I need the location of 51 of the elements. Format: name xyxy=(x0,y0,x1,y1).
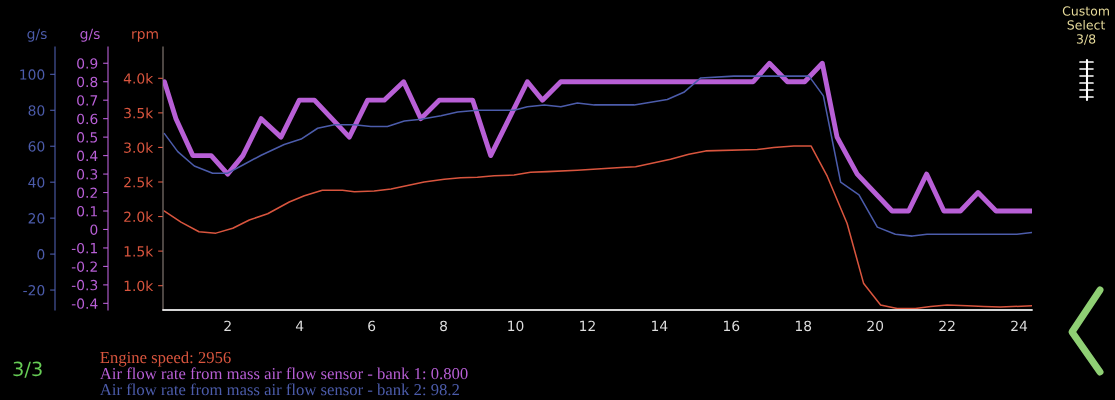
x-tick-label: 12 xyxy=(580,320,595,331)
y2-tick-label: -0.2 xyxy=(71,261,97,272)
y2-tick-label: 0.8 xyxy=(77,76,98,88)
y2-tick-label: 0 xyxy=(90,224,98,235)
y3-tick-label: 100 xyxy=(20,69,45,80)
x-tick-label: 24 xyxy=(1011,320,1028,331)
x-tick-label: 6 xyxy=(368,320,376,332)
text: Engine speed: 2956 xyxy=(100,351,231,367)
y3-tick-label: 20 xyxy=(28,213,45,224)
y3-tick-label: -20 xyxy=(23,285,45,296)
line-series xyxy=(163,75,1032,237)
y2-tick-label: 0.5 xyxy=(77,132,98,143)
text: 3/3 xyxy=(13,361,42,378)
y3-tick-label: 40 xyxy=(28,177,45,188)
x-tick-label: 16 xyxy=(723,320,740,332)
y2-tick-label: 0.7 xyxy=(77,95,98,106)
y-tick-label: 2.5k xyxy=(124,176,154,188)
text: Custom Select 3/8 xyxy=(1062,6,1109,45)
y2-axis-title: g/s xyxy=(80,28,100,42)
x-tick-label: 10 xyxy=(508,320,524,332)
y3-axis-title: g/s xyxy=(27,28,47,42)
y-tick-label: 1.0k xyxy=(124,280,154,292)
x-tick-label: 22 xyxy=(939,320,955,331)
y-tick-label: 1.5k xyxy=(124,245,154,257)
x-tick-label: 20 xyxy=(867,320,884,332)
y2-tick-label: -0.3 xyxy=(71,279,98,291)
y2-tick-label: -0.4 xyxy=(71,298,98,309)
x-tick-label: 8 xyxy=(440,320,448,332)
y2-tick-label: 0.3 xyxy=(77,169,98,180)
y2-tick-label: 0.9 xyxy=(77,58,98,69)
y3-tick-label: 60 xyxy=(28,141,45,152)
text: Air flow rate from mass air flow sensor - bank 1: 0.800 xyxy=(99,367,468,380)
y2-tick-label: -0.1 xyxy=(71,242,97,254)
y2-tick-label: 0.2 xyxy=(77,187,97,199)
x-tick-label: 4 xyxy=(295,320,304,331)
line-series xyxy=(163,145,1032,310)
y-tick-label: 3.5k xyxy=(124,107,154,119)
y2-tick-label: 0.6 xyxy=(77,113,98,125)
x-tick-label: 18 xyxy=(795,320,812,332)
y-axis-title: rpm xyxy=(132,31,158,42)
x-tick-label: 2 xyxy=(224,320,231,331)
y3-tick-label: 0 xyxy=(37,249,45,260)
x-tick-label: 14 xyxy=(652,320,668,331)
y3-tick-label: 80 xyxy=(28,105,45,116)
text: Air flow rate from mass air flow sensor - bank 2: 98.2 xyxy=(99,383,459,396)
y2-tick-label: 0.4 xyxy=(77,150,98,162)
y-tick-label: 4.0k xyxy=(123,73,154,84)
y-tick-label: 2.0k xyxy=(124,211,154,223)
y-tick-label: 3.0k xyxy=(124,142,154,153)
line-series xyxy=(163,60,1032,214)
y2-tick-label: 0.1 xyxy=(77,205,97,217)
